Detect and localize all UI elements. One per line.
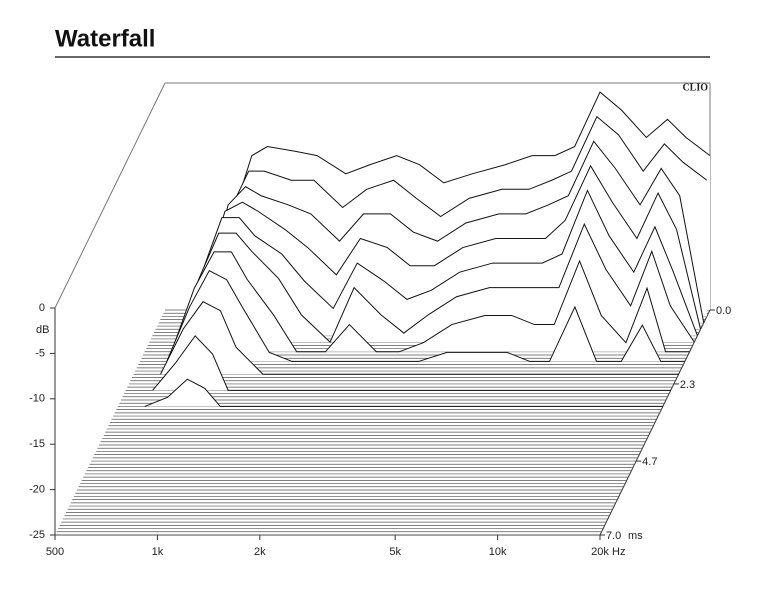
slice-fill xyxy=(144,379,663,407)
slice-line xyxy=(178,189,698,336)
x-tick-label: 500 xyxy=(46,546,64,558)
x-axis-label: Hz xyxy=(612,546,625,558)
slice-line xyxy=(175,222,695,343)
z-tick-label: 7.0 xyxy=(606,530,621,542)
slice-fill xyxy=(152,335,671,391)
x-tick-label: 5k xyxy=(389,546,401,558)
slice-line xyxy=(160,301,679,375)
z-tick-label: 4.7 xyxy=(642,456,657,468)
y-tick-label: -25 xyxy=(29,529,45,541)
slice-line xyxy=(185,140,705,324)
z-axis-label: ms xyxy=(628,530,643,542)
y-tick-label: -5 xyxy=(35,347,45,359)
y-tick-label: -15 xyxy=(29,438,45,450)
x-tick-label: 1k xyxy=(152,546,164,558)
x-tick-label: 10k xyxy=(489,546,507,558)
brand: CLIO xyxy=(682,82,708,93)
slice-line xyxy=(166,269,685,362)
y-tick-label: -10 xyxy=(29,393,45,405)
y-tick-label: 0 xyxy=(39,302,45,314)
y-axis-label: dB xyxy=(36,324,49,336)
z-tick-label: 2.3 xyxy=(680,379,695,391)
slice-line xyxy=(191,91,711,311)
frame xyxy=(54,82,166,309)
x-tick-label: 2k xyxy=(254,546,266,558)
slice-line xyxy=(182,164,702,330)
y-tick-label: -20 xyxy=(29,484,45,496)
slice-line xyxy=(152,335,671,391)
slice-line xyxy=(144,378,663,407)
chart-title: Waterfall xyxy=(55,25,155,52)
z-tick-label: 0.0 xyxy=(716,305,731,317)
x-tick-label: 20k xyxy=(591,546,609,558)
slice-fill xyxy=(171,251,690,352)
slice-line xyxy=(171,251,690,353)
slice-line xyxy=(188,115,708,317)
